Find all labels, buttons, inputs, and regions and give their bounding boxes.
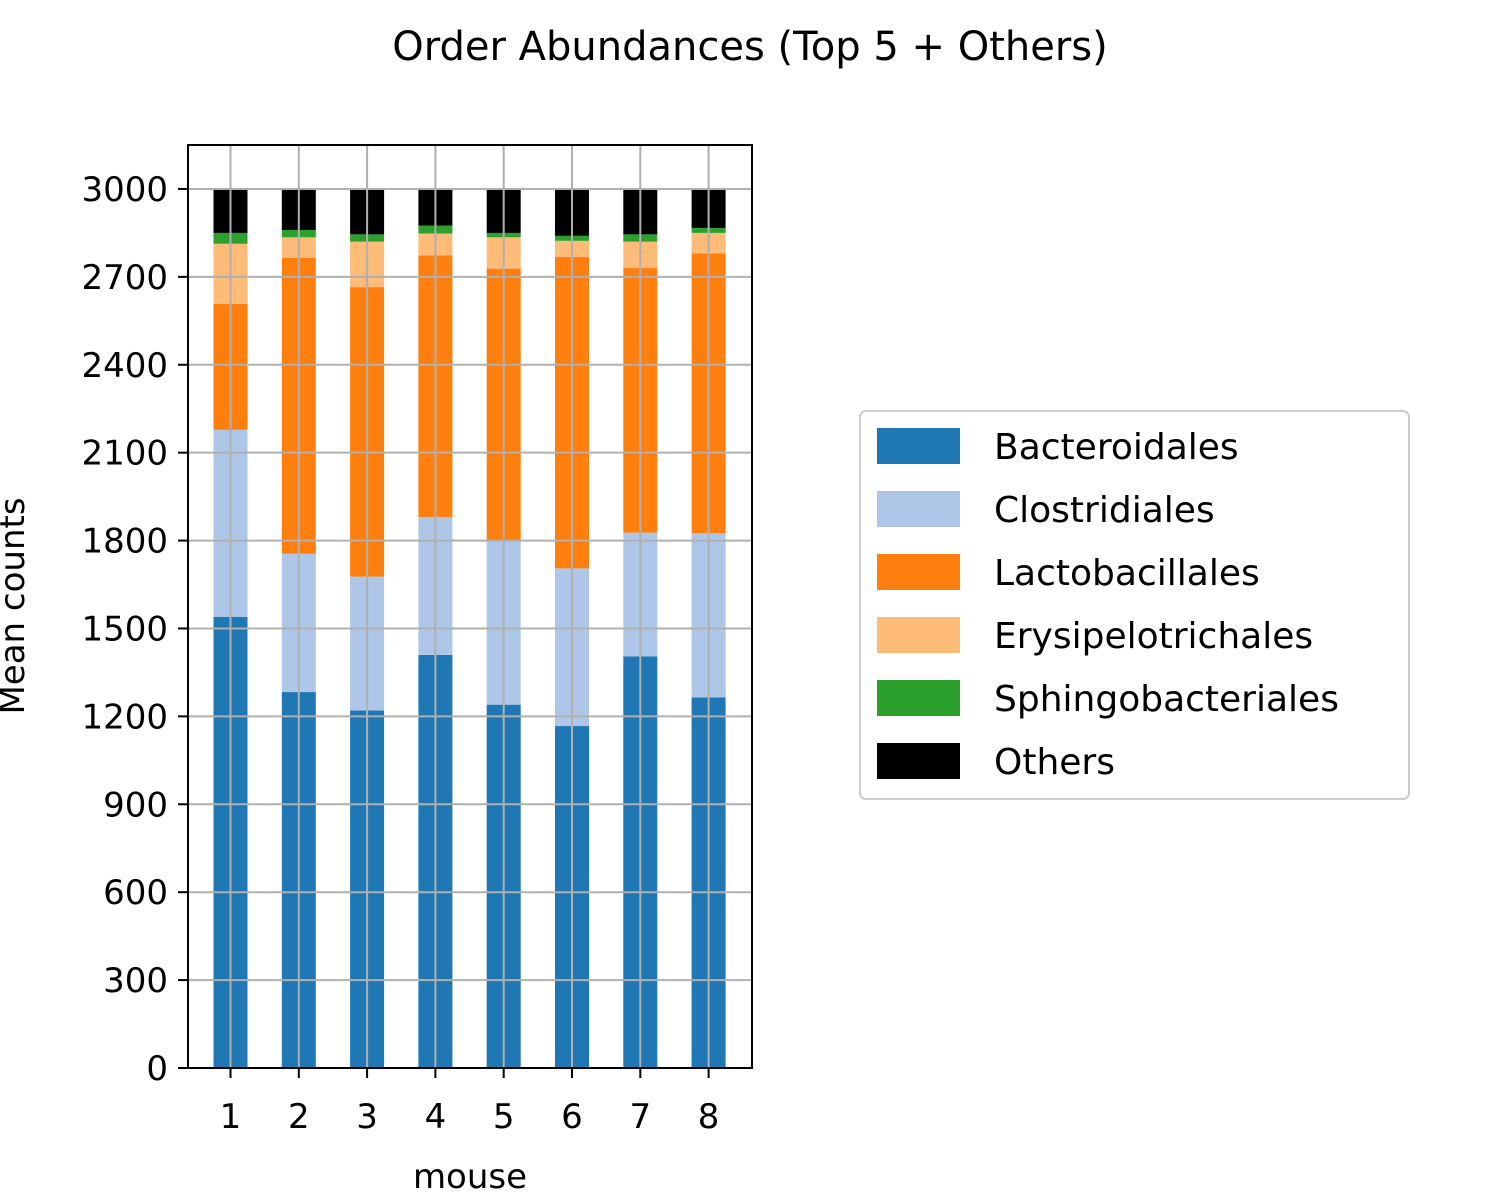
chart-title: Order Abundances (Top 5 + Others) (392, 24, 1108, 70)
legend-swatch-6 (877, 743, 960, 779)
y-tick-label: 2700 (81, 258, 168, 298)
y-tick-label: 900 (103, 785, 168, 825)
x-tick-label: 1 (220, 1097, 242, 1137)
legend-swatch-3 (877, 554, 960, 590)
x-axis-label: mouse (413, 1157, 527, 1197)
y-tick-label: 3000 (81, 170, 168, 210)
legend-label-5: Sphingobacteriales (994, 679, 1339, 720)
y-axis-label: Mean counts (0, 497, 33, 714)
x-tick-label: 3 (356, 1097, 378, 1137)
x-tick-label: 6 (561, 1097, 583, 1137)
legend-swatch-1 (877, 428, 960, 464)
x-tick-label: 5 (493, 1097, 515, 1137)
legend-frame (859, 410, 1410, 800)
y-tick-label: 2100 (81, 434, 168, 474)
y-tick-label: 300 (103, 961, 168, 1001)
y-tick-label: 1500 (81, 609, 168, 649)
y-tick-label: 600 (103, 873, 168, 913)
grid-layer (188, 145, 752, 1069)
x-tick-label: 2 (288, 1097, 310, 1137)
legend-label-4: Erysipelotrichales (994, 616, 1313, 657)
legend-label-6: Others (994, 742, 1115, 783)
x-tick-label: 4 (425, 1097, 447, 1137)
y-tick-label: 2400 (81, 346, 168, 386)
plot-frame (187, 144, 753, 1069)
axes-layer: 0 300 600 900 1200 1500 1800 2100 2400 2700 3000 1 2… (81, 144, 753, 1137)
legend-swatch-5 (877, 680, 960, 716)
y-tick-label: 1800 (81, 522, 168, 562)
x-tick-label: 8 (698, 1097, 720, 1137)
x-tick-label: 7 (629, 1097, 651, 1137)
legend-swatch-4 (877, 617, 960, 653)
legend-label-2: Clostridiales (994, 490, 1215, 531)
legend-swatch-2 (877, 491, 960, 527)
y-tick-label: 1200 (81, 697, 168, 737)
legend-label-3: Lactobacillales (994, 553, 1260, 594)
legend-label-1: Bacteroidales (994, 427, 1239, 468)
y-tick-label: 0 (146, 1049, 168, 1089)
legend: Bacteroidales Clostridiales Lactobacillale… (859, 410, 1410, 800)
